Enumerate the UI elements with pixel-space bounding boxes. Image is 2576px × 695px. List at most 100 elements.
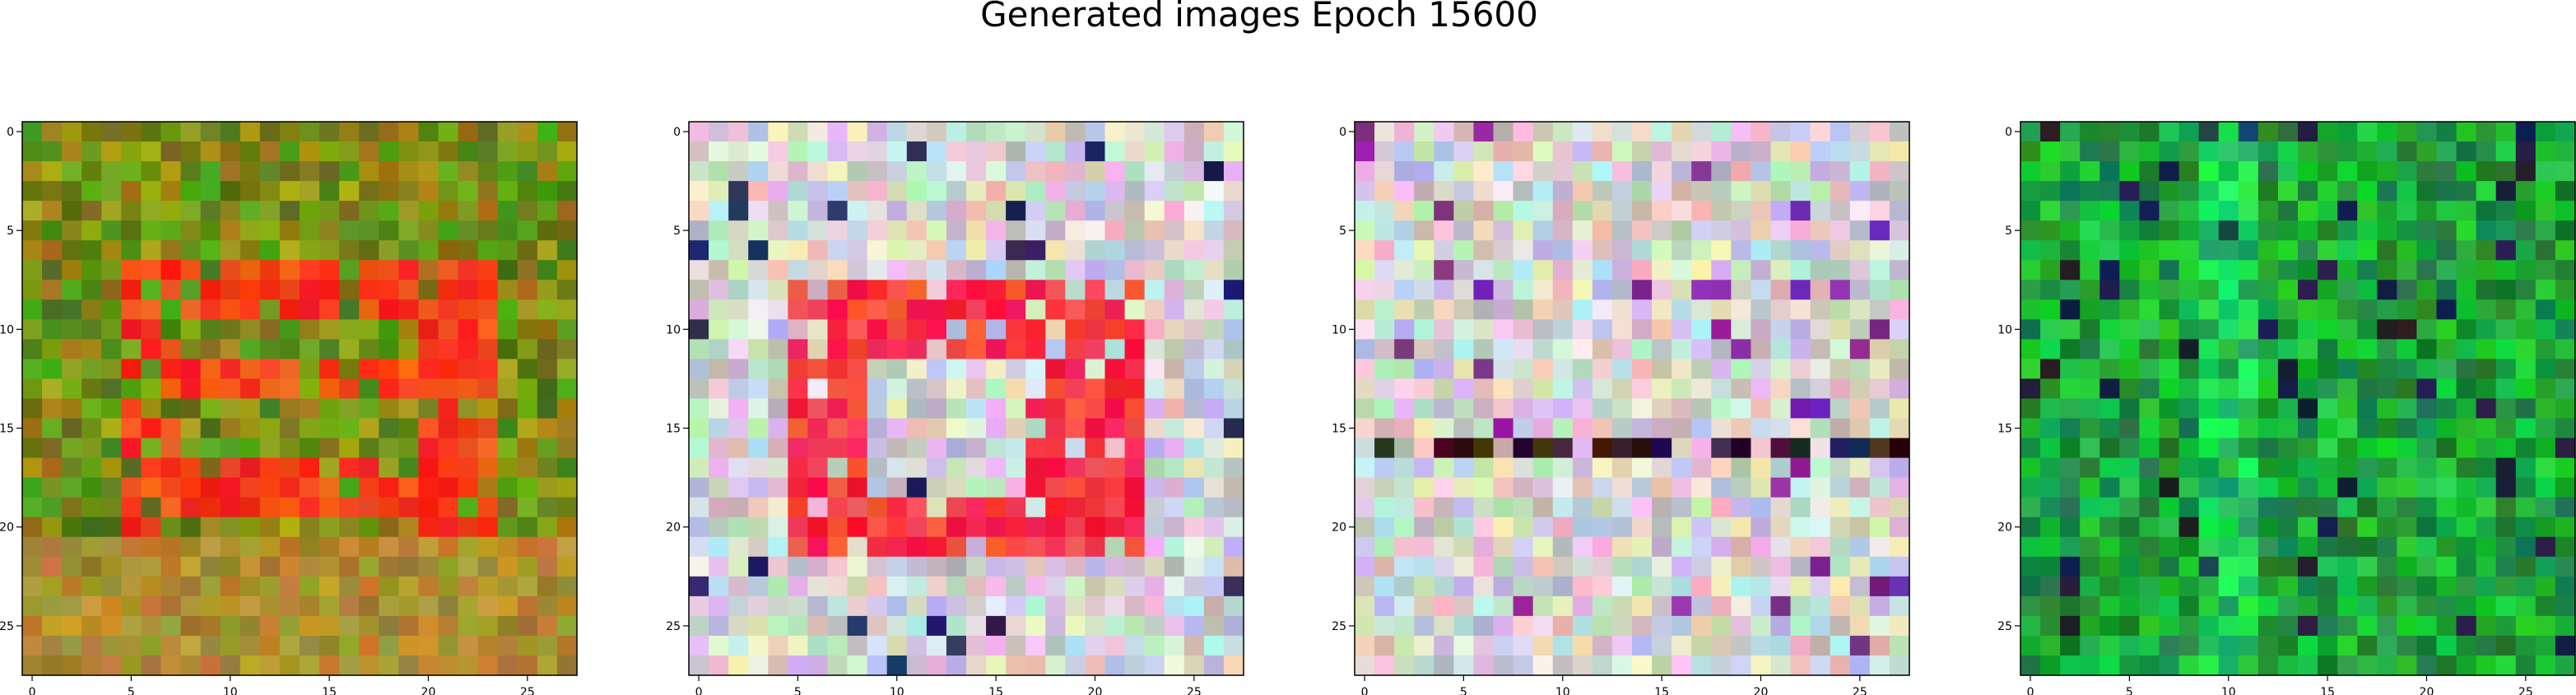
pixel [517,141,538,162]
pixel [1532,240,1554,261]
pixel [2535,141,2556,162]
pixel [1493,161,1514,182]
pixel [1473,517,1495,538]
pixel [359,576,379,597]
pixel [709,161,729,182]
pixel [1830,299,1851,320]
pixel [1065,260,1086,280]
pixel [160,457,182,479]
pixel [1849,398,1871,419]
pixel [788,457,809,479]
pixel [1770,359,1792,380]
pixel [1751,595,1772,617]
pixel [2495,161,2517,182]
pixel [768,576,788,597]
pixel [2515,655,2536,676]
pixel [1830,635,1851,656]
pixel [62,141,82,162]
pixel [788,339,809,360]
pixel [2080,299,2100,320]
pixel [1355,477,1375,498]
pixel [359,615,379,637]
pixel [1810,457,1831,479]
pixel [728,556,749,577]
pixel [748,457,769,479]
pixel [1513,477,1534,498]
pixel [2020,220,2041,241]
pixel [748,556,769,577]
pixel [1374,319,1395,340]
pixel [1751,201,1772,221]
pixel [458,141,479,162]
pixel [22,497,43,518]
pixel [239,161,261,182]
pixel [2318,299,2338,320]
pixel [2357,122,2378,142]
pixel [2020,141,2041,162]
pixel [2198,181,2220,202]
pixel [2198,280,2220,300]
pixel [1632,655,1653,676]
pixel [1065,418,1086,439]
pixel [22,635,43,656]
pixel [2495,615,2517,637]
pixel [1552,260,1574,280]
pixel [1572,378,1593,400]
pixel [1065,556,1086,577]
pixel [1374,556,1395,577]
pixel [2377,497,2397,518]
pixel [1869,655,1890,676]
pixel [1592,595,1613,617]
pixel [1006,556,1026,577]
pixel [689,398,709,419]
pixel [1203,141,1225,162]
pixel [180,595,202,617]
pixel [2198,319,2220,340]
pixel [2476,615,2497,637]
pixel [81,418,102,439]
pixel [886,181,908,202]
pixel [438,655,459,676]
pixel [1552,339,1574,360]
pixel [886,220,908,241]
pixel [379,457,399,479]
pixel [1374,280,1395,300]
pixel [1394,576,1415,597]
pixel [537,477,558,498]
pixel [1731,655,1752,676]
pixel [180,497,202,518]
pixel [1203,595,1225,617]
pixel [2099,181,2120,202]
pixel [42,220,63,241]
pixel [477,280,499,300]
pixel [986,299,1007,320]
pixel [2397,201,2418,221]
pixel [2060,299,2081,320]
pixel [1711,576,1732,597]
pixel [1790,497,1811,518]
pixel [458,438,479,459]
pixel [847,497,868,518]
pixel [101,260,122,280]
pixel [2377,161,2397,182]
pixel [477,615,499,637]
pixel [2277,319,2299,340]
pixel [748,576,769,597]
pixel [1085,556,1106,577]
pixel [1691,220,1712,241]
pixel [1849,122,1871,142]
pixel [1552,418,1574,439]
pixel [121,141,142,162]
pixel [1434,319,1454,340]
pixel [2080,615,2100,637]
pixel [1124,576,1146,597]
y-tick-label: 10 [1332,323,1346,336]
pixel [1770,240,1792,261]
pixel [319,201,340,221]
pixel [141,536,162,558]
pixel [2178,615,2200,637]
pixel [807,418,829,439]
pixel [1869,556,1890,577]
pixel [2198,339,2220,360]
pixel [807,536,829,558]
